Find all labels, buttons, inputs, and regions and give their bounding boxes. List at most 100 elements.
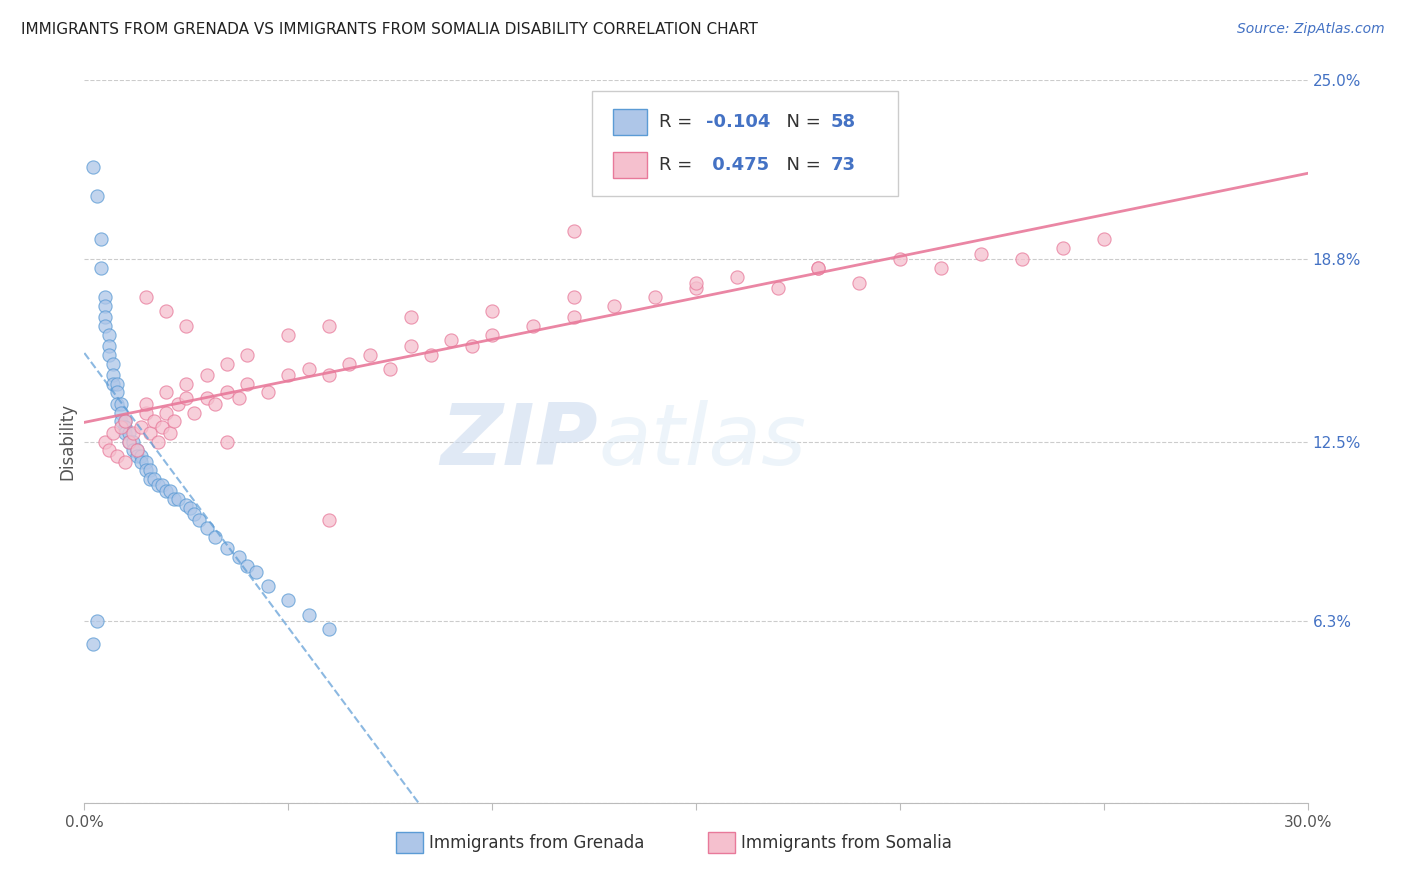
Point xyxy=(127,449,149,463)
Point xyxy=(159,483,181,498)
Point xyxy=(195,521,218,535)
Point xyxy=(174,376,197,391)
Point xyxy=(135,406,157,420)
Point xyxy=(86,614,108,628)
Point xyxy=(118,434,141,449)
Text: atlas: atlas xyxy=(598,400,806,483)
Point xyxy=(236,558,259,573)
Point xyxy=(135,463,157,477)
Point xyxy=(889,252,911,267)
Point xyxy=(217,357,239,371)
Point xyxy=(318,368,340,382)
Point xyxy=(481,304,503,318)
Point xyxy=(110,397,132,411)
Point xyxy=(159,425,181,440)
Point xyxy=(195,368,218,382)
Point xyxy=(118,425,141,440)
Point xyxy=(461,339,484,353)
Point xyxy=(97,339,120,353)
Point xyxy=(318,512,340,526)
Point xyxy=(122,443,145,458)
Point xyxy=(122,434,145,449)
Point xyxy=(685,276,707,290)
Point xyxy=(167,397,190,411)
Point xyxy=(155,385,177,400)
Point xyxy=(93,299,115,313)
Point xyxy=(127,443,149,458)
FancyBboxPatch shape xyxy=(592,91,898,196)
Text: 58: 58 xyxy=(831,113,856,131)
Point xyxy=(217,541,239,556)
Point xyxy=(122,425,145,440)
Point xyxy=(155,304,177,318)
Point xyxy=(138,472,160,486)
Point xyxy=(183,507,205,521)
Text: 73: 73 xyxy=(831,156,855,174)
Point xyxy=(603,299,626,313)
Point xyxy=(135,397,157,411)
Point xyxy=(82,160,104,174)
Point xyxy=(114,425,136,440)
Point xyxy=(257,579,280,593)
Point xyxy=(277,368,299,382)
Point xyxy=(110,414,132,428)
Point xyxy=(399,310,422,325)
Point xyxy=(142,472,165,486)
Text: 0.475: 0.475 xyxy=(706,156,769,174)
Point xyxy=(257,385,280,400)
Point xyxy=(110,420,132,434)
Point xyxy=(848,276,870,290)
Text: Immigrants from Grenada: Immigrants from Grenada xyxy=(429,833,645,852)
Text: -0.104: -0.104 xyxy=(706,113,770,131)
Point xyxy=(93,318,115,333)
Point xyxy=(380,362,402,376)
Point xyxy=(105,397,128,411)
Point xyxy=(114,414,136,428)
Text: R =: R = xyxy=(659,113,699,131)
Point xyxy=(929,261,952,276)
Point xyxy=(86,189,108,203)
Point xyxy=(562,290,585,304)
Point xyxy=(90,232,112,246)
Text: Source: ZipAtlas.com: Source: ZipAtlas.com xyxy=(1237,22,1385,37)
Point xyxy=(481,327,503,342)
Point xyxy=(440,334,463,348)
Text: N =: N = xyxy=(776,156,827,174)
Point xyxy=(339,357,361,371)
Point xyxy=(131,455,153,469)
Point xyxy=(298,362,321,376)
Point xyxy=(562,310,585,325)
Point xyxy=(187,512,209,526)
Point xyxy=(90,261,112,276)
Point xyxy=(562,223,585,237)
Point xyxy=(138,425,160,440)
Text: ZIP: ZIP xyxy=(440,400,598,483)
Point xyxy=(97,348,120,362)
Point xyxy=(93,310,115,325)
Point xyxy=(167,492,190,507)
Point xyxy=(807,261,830,276)
Point xyxy=(138,463,160,477)
Point xyxy=(228,550,250,565)
Point xyxy=(277,327,299,342)
Point xyxy=(97,443,120,458)
Point xyxy=(359,348,381,362)
Point xyxy=(82,637,104,651)
Point xyxy=(228,391,250,405)
Point xyxy=(204,530,226,544)
Point xyxy=(807,261,830,276)
Point xyxy=(399,339,422,353)
Point xyxy=(155,483,177,498)
Point xyxy=(217,385,239,400)
Point xyxy=(135,455,157,469)
Point xyxy=(970,246,993,260)
FancyBboxPatch shape xyxy=(396,831,423,854)
Point xyxy=(131,449,153,463)
Y-axis label: Disability: Disability xyxy=(58,403,76,480)
Point xyxy=(236,348,259,362)
Point xyxy=(146,434,169,449)
Point xyxy=(179,501,201,516)
Text: IMMIGRANTS FROM GRENADA VS IMMIGRANTS FROM SOMALIA DISABILITY CORRELATION CHART: IMMIGRANTS FROM GRENADA VS IMMIGRANTS FR… xyxy=(21,22,758,37)
Text: Immigrants from Somalia: Immigrants from Somalia xyxy=(741,833,952,852)
Point xyxy=(766,281,789,295)
